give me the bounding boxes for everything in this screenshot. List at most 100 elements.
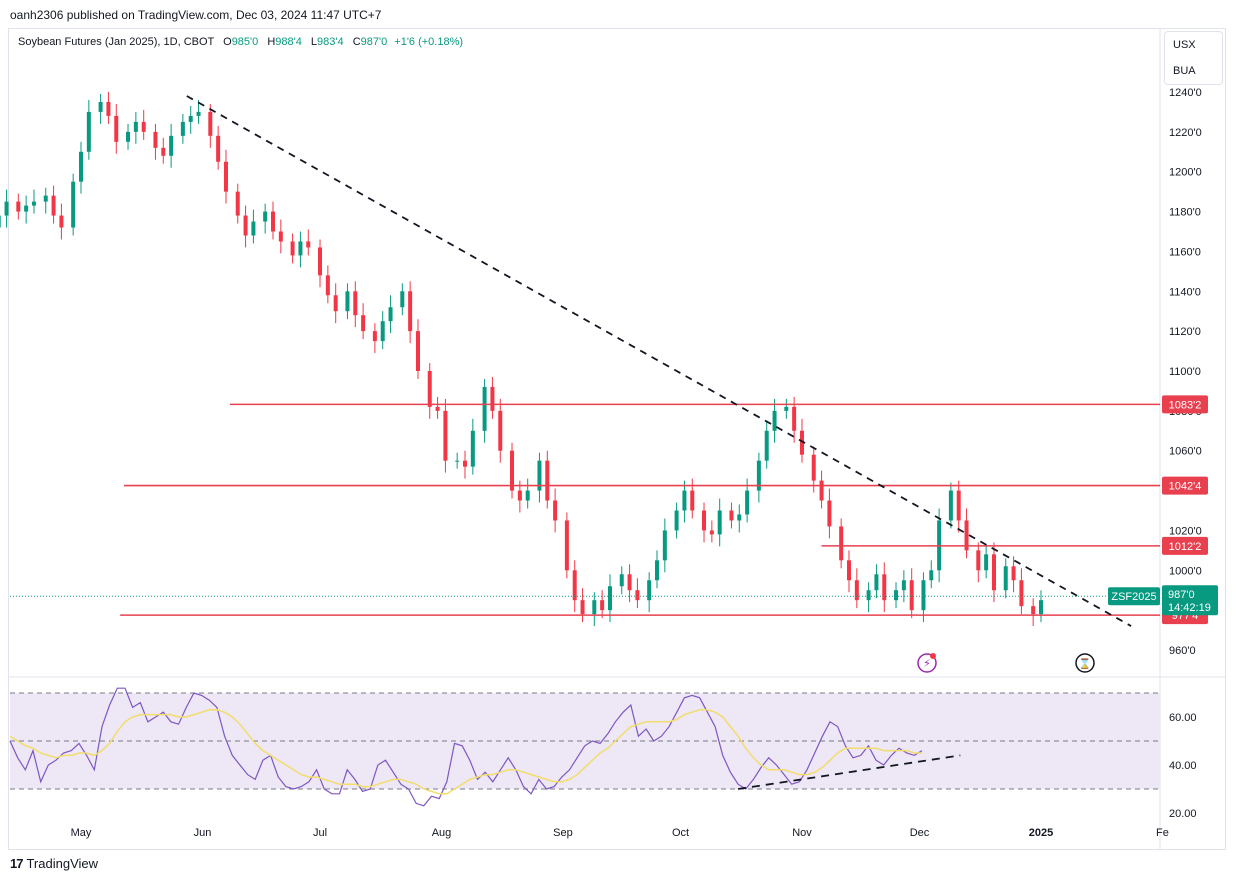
candle-body [909, 580, 914, 611]
candle-body [79, 151, 83, 182]
candle-body [290, 241, 295, 256]
candle-body [4, 201, 9, 216]
price-tick-label: 1240'0 [1169, 87, 1202, 99]
candle-body [819, 480, 824, 501]
candle-body [361, 315, 366, 332]
candle-body [956, 490, 961, 521]
candle-body [188, 115, 193, 122]
candle-body [545, 460, 550, 501]
price-tick-label: 1140'0 [1169, 286, 1201, 298]
candle-body [580, 600, 585, 615]
candle-body [627, 574, 632, 591]
candle-body [690, 490, 695, 511]
legend-open-value: 985'0 [231, 36, 259, 48]
candle-body [635, 590, 640, 601]
candle-body [717, 510, 722, 535]
price-tick-label: 1120'0 [1169, 326, 1201, 338]
legend-high-label: H [267, 36, 276, 48]
candle-body [839, 526, 844, 561]
candle-body [196, 111, 201, 116]
legend-symbol[interactable]: Soybean Futures (Jan 2025), 1D, CBOT [18, 36, 215, 48]
level-price-label: 1042'4 [1169, 481, 1202, 493]
candle-body [86, 111, 91, 152]
candle-body [921, 580, 926, 611]
candle-body [59, 215, 64, 228]
candle-body [1031, 606, 1036, 615]
candle-body [243, 215, 248, 236]
candle-body [662, 530, 667, 561]
candle-body [427, 371, 432, 407]
candle-body [572, 570, 577, 601]
candle-body [682, 490, 687, 511]
candle-body [106, 101, 111, 116]
candle-body [737, 514, 742, 521]
candle-body [31, 201, 36, 206]
candle-body [964, 520, 969, 551]
level-price-tag [1162, 395, 1208, 414]
chart-legend: Soybean Futures (Jan 2025), 1D, CBOT O98… [18, 36, 463, 48]
x-tick-label: Fe [1156, 827, 1169, 839]
candle-body [318, 247, 323, 276]
candle-body [784, 406, 789, 411]
publisher-line: oanh2306 published on TradingView.com, D… [10, 8, 382, 22]
chart-frame [8, 28, 1226, 850]
rsi-line [9, 687, 923, 807]
candle-body [1003, 566, 1008, 591]
candle-body [235, 191, 240, 216]
symbol-tag-label: ZSF2025 [1111, 591, 1156, 603]
unit-selector[interactable]: USX BUA [1164, 31, 1223, 85]
candle-body [43, 195, 48, 202]
candle-body [470, 430, 475, 467]
lightning-icon [917, 653, 937, 673]
rsi-tick-label: 60.00 [1169, 712, 1197, 724]
candle-body [1019, 580, 1024, 607]
candle-body [490, 386, 495, 411]
rsi-ma-line [9, 709, 922, 795]
candle-body [435, 406, 440, 411]
candle-body [655, 560, 659, 581]
candle-body [647, 580, 652, 601]
legend-close-label: C [352, 36, 361, 48]
candle-body [16, 201, 21, 212]
candle-body [24, 205, 29, 212]
candle-body [141, 121, 146, 132]
candle-body [619, 574, 624, 587]
legend-close-value: 987'0 [360, 36, 388, 48]
x-tick-label: Jun [194, 827, 212, 839]
level-price-label: 1083'2 [1169, 399, 1202, 411]
candle-body [353, 291, 358, 316]
legend-low-label: L [310, 36, 318, 48]
hourglass-icon [1075, 653, 1095, 673]
candle-body [709, 530, 714, 535]
price-tick-label: 1000'0 [1169, 565, 1202, 577]
candle-body [223, 161, 228, 192]
candle-body [263, 211, 268, 222]
candle-body [894, 590, 899, 601]
alert-dot [930, 653, 936, 659]
x-tick-label: May [71, 827, 92, 839]
rsi-tick-label: 20.00 [1169, 808, 1197, 820]
candle-body [756, 460, 761, 491]
candle-body [333, 295, 338, 312]
level-price-tag [1162, 536, 1208, 555]
tradingview-logo-icon: ⁠17 [10, 856, 24, 871]
candle-body [991, 554, 996, 591]
candle-body [372, 331, 377, 342]
candle-body [345, 291, 350, 312]
level-price-label: 1012'2 [1169, 541, 1202, 553]
candle-body [208, 111, 213, 136]
level-price-tag [1162, 476, 1208, 495]
candle-body [114, 115, 119, 142]
candle-body [400, 291, 405, 308]
unit-usx[interactable]: USX [1173, 39, 1196, 51]
rsi-trendline [737, 754, 961, 790]
price-tick-label: 1020'0 [1169, 525, 1202, 537]
price-tick-label: 1220'0 [1169, 127, 1202, 139]
unit-bua[interactable]: BUA [1173, 65, 1196, 77]
candle-body [251, 221, 256, 236]
candle-body [325, 275, 330, 296]
candle-body [600, 600, 605, 611]
candle-body [306, 241, 311, 248]
candle-body [772, 410, 777, 431]
